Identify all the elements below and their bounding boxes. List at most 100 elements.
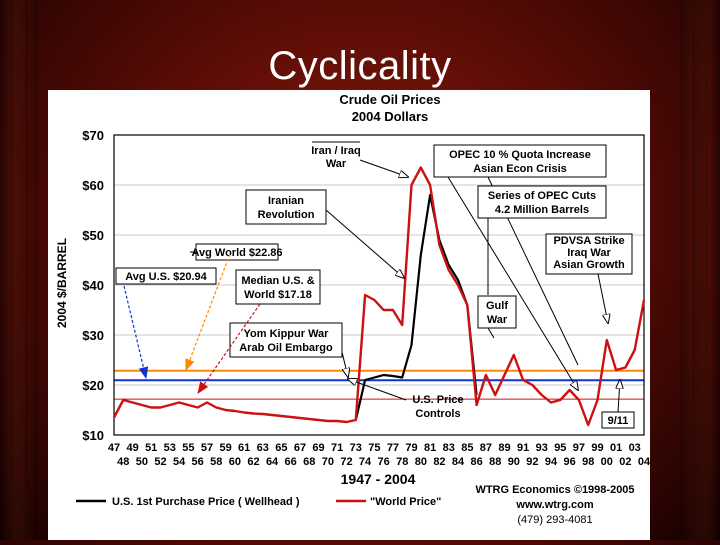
x-tick-label: 79 (405, 442, 417, 454)
x-tick-label: 52 (154, 456, 166, 468)
footer-credit: WTRG Economics ©1998-2005 (475, 484, 634, 496)
annotation-text: Iran / Iraq (311, 145, 361, 157)
annotation-text: Series of OPEC Cuts (488, 190, 596, 202)
annotation-iranian-revolution: Iranian Revolution (245, 189, 404, 278)
x-tick-labels: 47 49 51 53 55 57 59 61 63 65 67 69 71 73 75 77 79 81 83 85… (108, 442, 651, 468)
x-tick-label: 82 (433, 456, 445, 468)
x-tick-label: 83 (443, 442, 455, 454)
x-tick-label: 66 (285, 456, 297, 468)
x-tick-label: 53 (164, 442, 176, 454)
x-axis-label: 1947 - 2004 (341, 471, 416, 487)
arrow-avg-us (123, 285, 149, 380)
y-tick-label: $40 (82, 278, 104, 293)
x-tick-label: 70 (322, 456, 334, 468)
annotation-text: Asian Growth (553, 259, 625, 271)
x-tick-label: 77 (387, 442, 399, 454)
x-tick-label: 50 (136, 456, 148, 468)
x-tick-label: 95 (554, 442, 566, 454)
x-tick-label: 88 (489, 456, 501, 468)
annotation-us-price-controls: U.S. Price Controls (348, 379, 464, 420)
annotation-gulf-war: Gulf War (477, 295, 517, 339)
series-lines (112, 166, 646, 427)
chart-panel: Crude Oil Prices 2004 Dollars 2004 $/BAR… (48, 90, 651, 540)
x-tick-label: 81 (424, 442, 436, 454)
reference-lines (114, 369, 644, 400)
arrow-avg-world (185, 253, 231, 372)
annotation-text: War (326, 158, 347, 170)
annotation-text: U.S. Price (412, 394, 463, 406)
oil-price-chart: Crude Oil Prices 2004 Dollars 2004 $/BAR… (55, 92, 651, 526)
x-tick-label: 96 (563, 456, 575, 468)
y-tick-label: $10 (82, 428, 104, 443)
annotation-iran-iraq-war: Iran / Iraq War (311, 141, 408, 177)
annotation-text: Avg U.S. $20.94 (125, 271, 207, 283)
x-tick-label: 55 (182, 442, 194, 454)
x-tick-label: 90 (508, 456, 520, 468)
annotation-text: Iraq War (567, 247, 611, 259)
x-tick-label: 47 (108, 442, 120, 454)
slide-title: Cyclicality (268, 44, 452, 88)
annotation-avg-us: Avg U.S. $20.94 (115, 267, 217, 285)
x-tick-label: 80 (415, 456, 427, 468)
annotation-text: 4.2 Million Barrels (495, 204, 589, 216)
annotation-pdvsa: PDVSA Strike Iraq War Asian Growth (545, 233, 633, 323)
annotation-text: World $17.18 (244, 289, 312, 301)
x-tick-label: 60 (229, 456, 241, 468)
x-tick-label: 86 (471, 456, 483, 468)
x-tick-label: 68 (303, 456, 315, 468)
series-line-us-wellhead (354, 193, 478, 421)
x-tick-label: 54 (173, 456, 186, 468)
y-tick-label: $50 (82, 228, 104, 243)
x-tick-label: 71 (331, 442, 343, 454)
chart-title: Crude Oil Prices (339, 92, 440, 107)
annotation-avg-world: Avg World $22.86 (190, 243, 283, 261)
x-tick-label: 69 (312, 442, 324, 454)
x-tick-label: 51 (145, 442, 157, 454)
footer-phone: (479) 293-4081 (517, 514, 592, 526)
x-tick-label: 75 (368, 442, 380, 454)
x-tick-label: 98 (582, 456, 594, 468)
y-tick-label: $20 (82, 378, 104, 393)
x-tick-label: 59 (219, 442, 231, 454)
x-tick-label: 63 (257, 442, 269, 454)
annotation-text: Arab Oil Embargo (239, 342, 333, 354)
annotation-text: Revolution (258, 209, 315, 221)
x-tick-label: 97 (573, 442, 585, 454)
plot-frame (113, 134, 645, 436)
x-tick-label: 03 (629, 442, 641, 454)
x-tick-label: 72 (340, 456, 352, 468)
legend-us-wellhead: U.S. 1st Purchase Price ( Wellhead ) (112, 496, 300, 508)
x-tick-label: 78 (396, 456, 408, 468)
x-tick-label: 61 (238, 442, 250, 454)
annotation-opec-quota: OPEC 10 % Quota Increase Asian Econ Cris… (433, 144, 607, 390)
x-tick-label: 92 (526, 456, 538, 468)
x-tick-label: 87 (480, 442, 492, 454)
x-tick-label: 01 (610, 442, 622, 454)
chart-subtitle: 2004 Dollars (352, 109, 429, 124)
x-tick-label: 67 (294, 442, 306, 454)
x-tick-label: 76 (378, 456, 390, 468)
legend-world-price: "World Price" (370, 496, 441, 508)
x-tick-label: 94 (545, 456, 558, 468)
annotation-text: Yom Kippur War (244, 328, 330, 340)
annotation-opec-cuts: Series of OPEC Cuts 4.2 Million Barrels (477, 185, 607, 295)
annotation-text: Asian Econ Crisis (473, 163, 567, 175)
x-tick-label: 74 (359, 456, 372, 468)
x-tick-label: 93 (536, 442, 548, 454)
x-tick-label: 56 (192, 456, 204, 468)
annotations: Iran / Iraq War OPEC 10 % Quota Increase… (115, 141, 635, 429)
x-tick-label: 04 (638, 456, 650, 468)
x-tick-label: 57 (201, 442, 213, 454)
y-tick-labels: $10 $20 $30 $40 $50 $60 $70 (82, 128, 104, 443)
x-tick-label: 99 (591, 442, 603, 454)
x-tick-label: 89 (498, 442, 510, 454)
x-tick-label: 85 (461, 442, 473, 454)
x-tick-label: 58 (210, 456, 222, 468)
x-tick-label: 65 (275, 442, 287, 454)
arrow-median (197, 303, 261, 394)
annotation-text: Iranian (268, 195, 304, 207)
annotation-text: OPEC 10 % Quota Increase (449, 149, 591, 161)
annotation-median: Median U.S. & World $17.18 (235, 269, 321, 305)
annotation-911: 9/11 (601, 380, 635, 429)
x-tick-label: 91 (517, 442, 529, 454)
